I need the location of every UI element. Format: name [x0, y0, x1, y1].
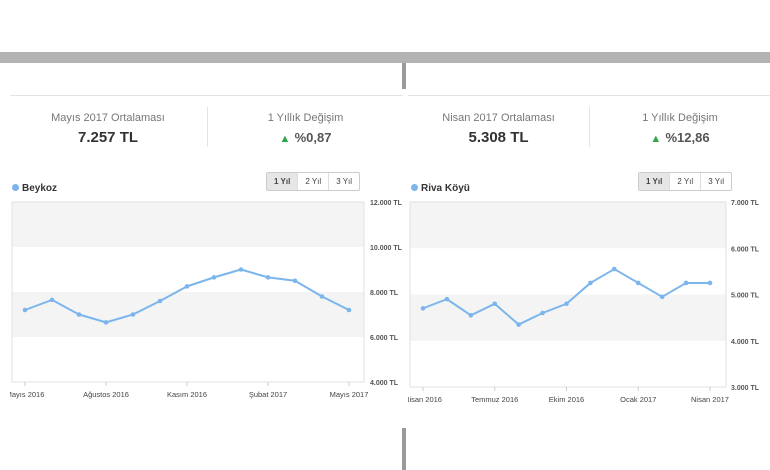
chart-legend[interactable]: Beykoz — [12, 183, 57, 194]
data-point[interactable] — [564, 301, 569, 307]
series-dot-icon — [12, 184, 19, 191]
data-point[interactable] — [130, 312, 136, 317]
y-tick-label: 6.000 TL — [370, 335, 399, 342]
beykoz-panel: Mayıs 2017 Ortalaması 7.257 TL 1 Yıllık … — [10, 95, 403, 425]
panel-separator-top — [402, 63, 406, 89]
up-arrow-icon: ▲ — [650, 133, 662, 145]
grid-band — [12, 202, 364, 247]
average-value: 7.257 TL — [77, 129, 139, 146]
x-tick-label: Kasım 2016 — [167, 390, 207, 399]
y-tick-label: 6.000 TL — [731, 246, 760, 253]
change-stat: 1 Yıllık Değişim ▲ %12,86 — [590, 112, 770, 146]
x-tick-label: Şubat 2017 — [249, 390, 287, 399]
x-tick-label: Ekim 2016 — [549, 395, 584, 404]
data-point[interactable] — [468, 313, 474, 318]
data-point[interactable] — [103, 320, 109, 325]
y-tick-label: 10.000 TL — [370, 245, 403, 252]
stats-top-border — [10, 95, 403, 96]
panel-separator-bottom — [402, 428, 406, 470]
data-point[interactable] — [540, 310, 545, 316]
change-stat: 1 Yıllık Değişim ▲ %0,87 — [208, 112, 403, 146]
stat-divider — [589, 107, 590, 147]
data-point[interactable] — [319, 294, 325, 299]
grid-band — [410, 202, 726, 249]
legend-label: Riva Köyü — [421, 183, 470, 194]
x-tick-label: Ocak 2017 — [620, 395, 656, 404]
data-point[interactable] — [707, 280, 713, 286]
up-arrow-icon: ▲ — [279, 133, 291, 145]
y-tick-label: 7.000 TL — [731, 200, 760, 207]
average-stat: Mayıs 2017 Ortalaması 7.257 TL — [10, 112, 206, 146]
chart-legend[interactable]: Riva Köyü — [411, 183, 470, 194]
data-point[interactable] — [516, 322, 521, 327]
y-tick-label: 4.000 TL — [370, 380, 399, 387]
plot-frame — [11, 201, 365, 383]
grid-band — [12, 292, 364, 337]
change-value-wrap: ▲ %12,86 — [590, 129, 770, 146]
data-point[interactable] — [76, 312, 82, 317]
range-selector: 1 Yıl 2 Yıl 3 Yıl — [638, 172, 733, 191]
data-point[interactable] — [22, 307, 28, 313]
data-point[interactable] — [492, 301, 498, 307]
beykoz-price-chart: 4.000 TL 6.000 TL 8.000 TL 10.000 TL 12.000 … — [10, 200, 403, 399]
data-point[interactable] — [157, 298, 163, 304]
range-selector: 1 Yıl 2 Yıl 3 Yıl — [266, 172, 361, 191]
change-label: 1 Yıllık Değişim — [267, 112, 344, 124]
riva-panel: Nisan 2017 Ortalaması 5.308 TL 1 Yıllık … — [408, 95, 770, 425]
series-dot-icon — [411, 184, 418, 191]
change-value: %12,86 — [665, 130, 710, 145]
data-point[interactable] — [49, 297, 55, 303]
x-tick-label: Ağustos 2016 — [83, 390, 129, 399]
data-point[interactable] — [184, 284, 190, 289]
data-point[interactable] — [444, 296, 450, 302]
data-point[interactable] — [659, 294, 665, 300]
data-point[interactable] — [635, 280, 641, 286]
range-button-1y[interactable]: 1 Yıl — [639, 173, 670, 190]
data-point[interactable] — [211, 275, 217, 280]
range-button-1y[interactable]: 1 Yıl — [267, 173, 298, 190]
range-button-3y[interactable]: 3 Yıl — [328, 173, 359, 190]
range-button-2y[interactable]: 2 Yıl — [297, 173, 328, 190]
data-point[interactable] — [292, 278, 298, 284]
x-tick-label: Nisan 2017 — [691, 395, 729, 404]
data-point[interactable] — [420, 306, 426, 311]
plot-frame — [409, 201, 727, 388]
data-point[interactable] — [238, 267, 244, 272]
stat-divider — [207, 107, 208, 147]
change-label: 1 Yıllık Değişim — [642, 112, 718, 124]
average-value: 5.308 TL — [468, 129, 529, 146]
top-divider-bar — [0, 52, 770, 63]
range-button-3y[interactable]: 3 Yıl — [700, 173, 731, 190]
average-stat: Nisan 2017 Ortalaması 5.308 TL — [408, 112, 589, 146]
change-value: %0,87 — [294, 130, 332, 145]
x-tick-label: Temmuz 2016 — [471, 395, 518, 404]
data-point[interactable] — [265, 275, 271, 280]
data-point[interactable] — [683, 280, 689, 286]
y-tick-label: 4.000 TL — [731, 339, 760, 346]
legend-label: Beykoz — [22, 183, 58, 194]
data-point[interactable] — [588, 280, 593, 286]
y-tick-label: 3.000 TL — [731, 385, 760, 392]
y-tick-label: 5.000 TL — [731, 293, 760, 300]
x-tick-label: Mayıs 2017 — [330, 390, 369, 399]
y-tick-label: 8.000 TL — [370, 290, 399, 297]
riva-price-chart: 3.000 TL 4.000 TL 5.000 TL 6.000 TL 7.000 TL… — [408, 200, 760, 404]
data-point[interactable] — [346, 307, 352, 313]
y-tick-label: 12.000 TL — [370, 200, 403, 207]
range-button-2y[interactable]: 2 Yıl — [669, 173, 700, 190]
average-label: Mayıs 2017 Ortalaması — [51, 112, 165, 124]
x-tick-label: Mayıs 2016 — [10, 390, 44, 399]
x-tick-label: Nisan 2016 — [408, 395, 442, 404]
average-label: Nisan 2017 Ortalaması — [442, 112, 555, 124]
change-value-wrap: ▲ %0,87 — [208, 129, 403, 146]
data-point[interactable] — [612, 266, 617, 272]
stats-top-border — [408, 95, 770, 96]
